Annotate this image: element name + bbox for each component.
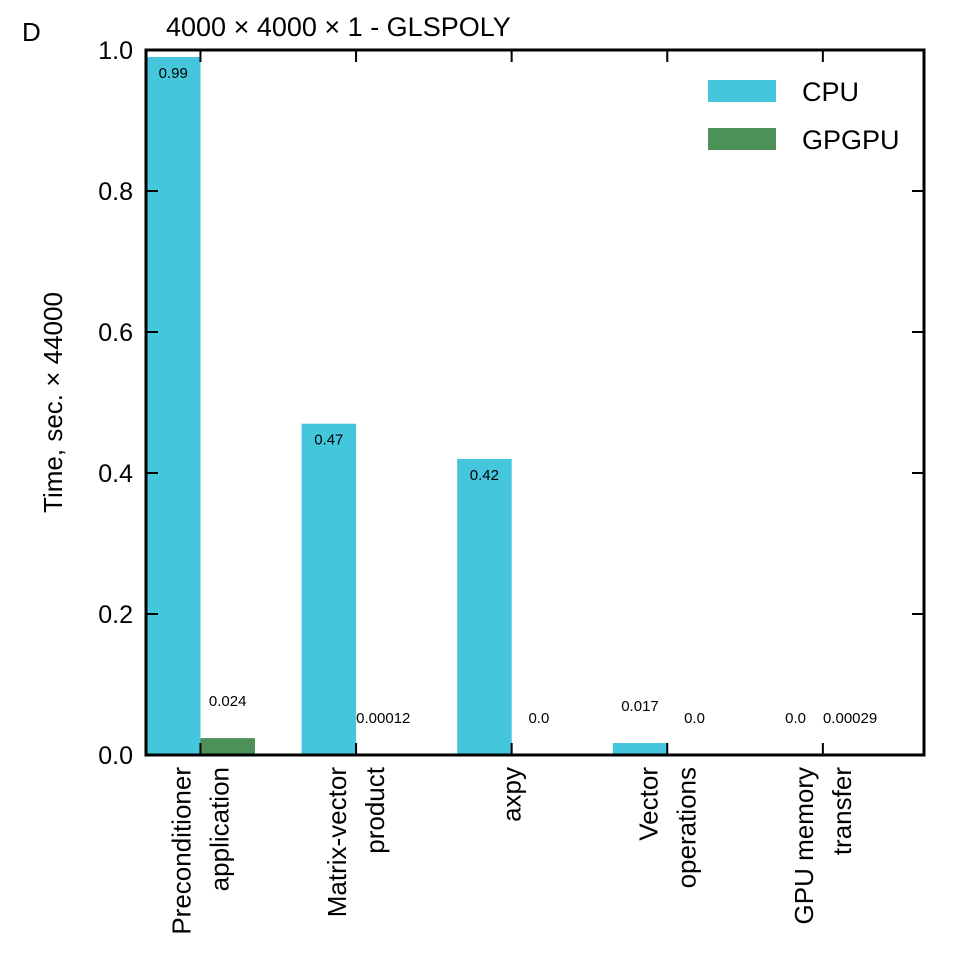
ytick-label-5: 1.0 (98, 37, 133, 65)
data-label-gpgpu-2: 0.0 (528, 710, 549, 727)
plot-frame (144, 48, 926, 757)
xtick-label-4-line-0: GPU memory (789, 767, 819, 924)
data-label-gpgpu-0: 0.024 (209, 693, 247, 710)
ytick-label-0: 0.0 (98, 742, 133, 770)
axes: 0.0 0.2 0.4 0.6 0.8 1.0 Preconditioner applicat… (38, 37, 924, 935)
legend: CPU GPGPU (708, 77, 900, 155)
ytick-label-1: 0.2 (98, 601, 133, 629)
xtick-label-0: Preconditioner application (167, 767, 235, 935)
data-label-cpu-3: 0.017 (621, 698, 659, 715)
xtick-label-4-line-1: transfer (827, 767, 857, 855)
legend-label-cpu: CPU (802, 77, 859, 107)
xtick-label-2-line-0: axpy (497, 767, 527, 822)
plot-area: 0.99 0.47 0.42 0.017 0.0 0.024 0.00012 0.0 0.0 0.… (146, 57, 877, 755)
legend-swatch-gpgpu (708, 128, 776, 150)
bar-cpu-1 (301, 423, 357, 755)
xtick-label-0-line-0: Preconditioner (167, 767, 197, 935)
legend-swatch-cpu (708, 80, 776, 102)
data-label-cpu-0: 0.99 (159, 65, 188, 82)
bar-cpu-3 (612, 743, 668, 755)
xtick-label-4: GPU memory transfer (789, 767, 857, 925)
xtick-label-1-line-1: product (360, 766, 390, 853)
data-label-gpgpu-3: 0.0 (684, 710, 705, 727)
data-label-cpu-2: 0.42 (470, 467, 499, 484)
ytick-label-2: 0.4 (98, 460, 133, 488)
xtick-label-2: axpy (497, 767, 527, 822)
xtick-label-0-line-1: application (205, 767, 235, 891)
xtick-label-3: Vector operations (633, 767, 701, 889)
y-axis-label: Time, sec. × 44000 (38, 292, 68, 513)
xtick-label-1-line-0: Matrix-vector (322, 767, 352, 918)
bar-gpgpu-0 (200, 738, 255, 755)
ytick-label-4: 0.8 (98, 178, 133, 206)
data-label-gpgpu-4: 0.00029 (823, 710, 877, 727)
data-label-cpu-1: 0.47 (314, 432, 343, 449)
legend-label-gpgpu: GPGPU (802, 125, 900, 155)
ytick-label-3: 0.6 (98, 319, 133, 347)
data-label-gpgpu-1: 0.00012 (356, 710, 410, 727)
xtick-label-1: Matrix-vector product (322, 766, 390, 917)
xtick-label-3-line-1: operations (671, 767, 701, 888)
panel-label: D (22, 17, 41, 47)
bar-cpu-0 (146, 57, 201, 755)
bar-cpu-2 (457, 458, 512, 755)
chart-title: 4000 × 4000 × 1 - GLSPOLY (166, 12, 511, 42)
xtick-label-3-line-0: Vector (633, 767, 663, 841)
data-label-cpu-4: 0.0 (785, 710, 806, 727)
